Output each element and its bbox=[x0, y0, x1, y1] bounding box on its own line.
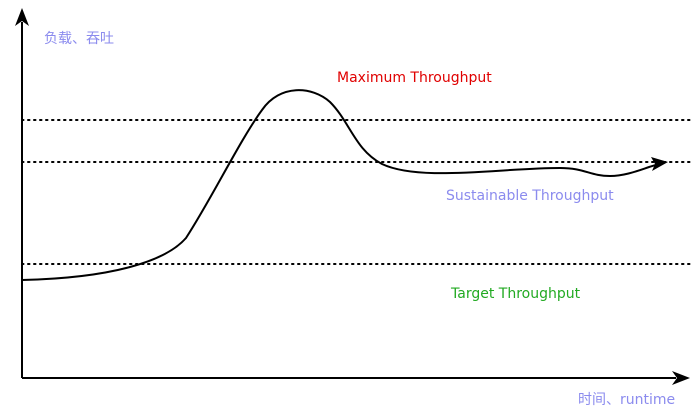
sustainable-throughput-label: Sustainable Throughput bbox=[446, 188, 614, 204]
x-axis-arrowhead bbox=[672, 371, 690, 385]
throughput-curve bbox=[21, 89, 661, 281]
maximum-throughput-label: Maximum Throughput bbox=[337, 70, 492, 86]
y-axis-label: 负载、吞吐 bbox=[44, 31, 114, 47]
target-throughput-label: Target Throughput bbox=[451, 286, 581, 302]
x-axis-label: 时间、runtime bbox=[578, 392, 676, 408]
y-axis-arrowhead bbox=[15, 8, 29, 26]
throughput-curve-arrowhead bbox=[651, 157, 668, 171]
